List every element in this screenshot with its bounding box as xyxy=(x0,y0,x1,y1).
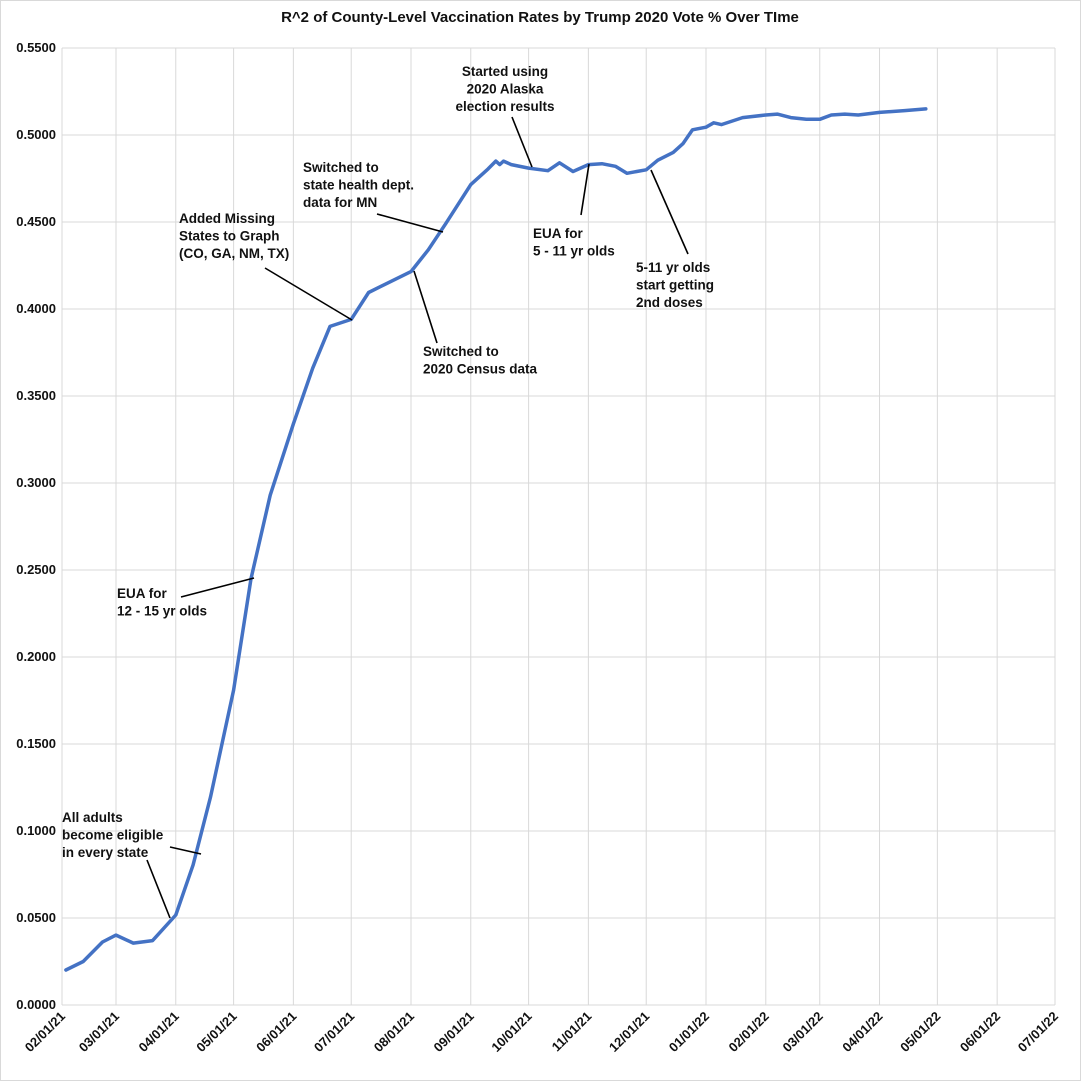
gridlines xyxy=(61,47,1056,1006)
y-tick-label: 0.2000 xyxy=(16,649,56,664)
annotation: EUA for 12 - 15 yr olds xyxy=(117,586,207,619)
leader-line-adults-2 xyxy=(169,846,202,855)
annotation: EUA for 5 - 11 yr olds xyxy=(533,226,615,259)
annotation-text: 2020 Census data xyxy=(423,362,538,377)
annotation-text: state health dept. xyxy=(303,178,414,193)
annotations: All adults become eligible in every state E… xyxy=(62,64,714,860)
annotation-text: EUA for xyxy=(533,226,583,241)
y-tick-label: 0.1500 xyxy=(16,736,56,751)
chart-title: R^2 of County-Level Vaccination Rates by… xyxy=(281,9,799,26)
y-tick-label: 0.4500 xyxy=(16,214,56,229)
y-tick-label: 0.4000 xyxy=(16,301,56,316)
annotation-text: States to Graph xyxy=(179,229,280,244)
annotation-text: Switched to xyxy=(423,344,499,359)
series xyxy=(64,107,928,972)
annotation-text: data for MN xyxy=(303,195,377,210)
annotation-text: Switched to xyxy=(303,160,379,175)
leader-line-census xyxy=(413,270,438,344)
annotation-text: (CO, GA, NM, TX) xyxy=(179,246,289,261)
annotation-text: 12 - 15 yr olds xyxy=(117,604,207,619)
annotation-text: 5 - 11 yr olds xyxy=(533,244,615,259)
y-tick-label: 0.1000 xyxy=(16,823,56,838)
annotation-text: in every state xyxy=(62,845,149,860)
y-tick-label: 0.5500 xyxy=(16,40,56,55)
leader-line-alaska xyxy=(511,116,533,168)
y-tick-label: 0.5000 xyxy=(16,127,56,142)
leader-line-adults-1 xyxy=(146,859,171,919)
leader-line-eua-12-15 xyxy=(180,577,255,598)
annotation: 5-11 yr olds start getting 2nd doses xyxy=(636,260,714,310)
leader-line-eua-5-11 xyxy=(580,163,590,216)
leader-line-2nd-doses xyxy=(650,169,689,255)
y-tick-label: 0.2500 xyxy=(16,562,56,577)
annotation: All adults become eligible in every state xyxy=(62,810,164,860)
annotation-text: All adults xyxy=(62,810,123,825)
annotation: Switched to state health dept. data for MN xyxy=(303,160,414,210)
annotation-text: 2nd doses xyxy=(636,295,703,310)
annotation-text: start getting xyxy=(636,278,714,293)
leader-line-mn xyxy=(376,213,444,233)
y-tick-label: 0.0500 xyxy=(16,910,56,925)
annotation-text: become eligible xyxy=(62,828,164,843)
y-tick-label: 0.0000 xyxy=(16,997,56,1012)
annotation-text: Started using xyxy=(462,64,548,79)
annotation-text: Added Missing xyxy=(179,211,275,226)
y-tick-label: 0.3000 xyxy=(16,475,56,490)
annotation: Switched to 2020 Census data xyxy=(423,344,538,377)
annotation-leaders xyxy=(146,116,689,919)
y-tick-label: 0.3500 xyxy=(16,388,56,403)
leader-line-missing-states xyxy=(264,267,353,321)
y-axis: 0.0000 0.0500 0.1000 0.1500 0.2000 0.2500 0.30… xyxy=(16,40,56,1012)
annotation: Added Missing States to Graph (CO, GA, NM,… xyxy=(179,211,289,261)
annotation-text: 5-11 yr olds xyxy=(636,260,710,275)
annotation: Started using 2020 Alaska election results xyxy=(455,64,554,114)
annotation-text: 2020 Alaska xyxy=(467,82,544,97)
annotation-text: EUA for xyxy=(117,586,167,601)
annotation-text: election results xyxy=(455,99,554,114)
